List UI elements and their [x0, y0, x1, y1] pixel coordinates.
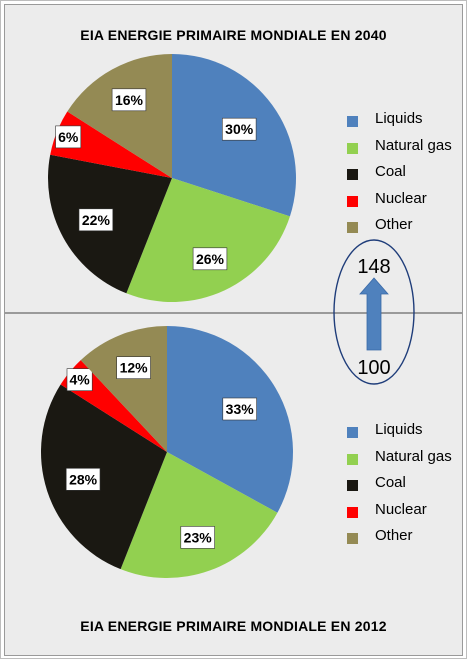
legend-label-nuclear: Nuclear	[375, 189, 427, 207]
legend-swatch-natural-gas	[347, 453, 358, 465]
pie-slice-natural-gas-2012	[120, 452, 278, 578]
data-label-liquids-2040: 30%	[225, 121, 254, 137]
pie-2012: 33% 23% 28% 4% 12%	[41, 326, 293, 578]
data-label-box-liquids-2012	[222, 397, 257, 421]
data-label-other-2012: 12%	[120, 360, 149, 376]
legend-swatch-other	[347, 533, 358, 544]
data-label-liquids-2012: 33%	[226, 401, 255, 417]
legend-swatch-liquids	[347, 427, 358, 438]
growth-to-value: 148	[357, 256, 390, 278]
data-label-box-natural-gas-2040	[192, 247, 228, 271]
legend-label-liquids: Liquids	[375, 110, 423, 127]
data-label-box-natural-gas-2012	[180, 526, 215, 549]
pie-slice-coal-2012	[41, 384, 168, 570]
data-label-nuclear-2012: 4%	[69, 372, 90, 388]
data-label-box-nuclear-2040	[55, 125, 82, 149]
legend-swatch-other	[347, 222, 358, 233]
legend-swatch-nuclear	[347, 195, 358, 207]
legend-swatch-natural-gas	[347, 142, 358, 154]
legend-label-coal: Coal	[375, 474, 406, 491]
growth-ellipse	[333, 239, 415, 385]
data-label-natural-gas-2040: 26%	[196, 251, 225, 267]
legend-swatch-liquids	[347, 116, 358, 127]
growth-from-value: 100	[357, 357, 390, 379]
chart-title-2012: EIA ENERGIE PRIMAIRE MONDIALE EN 2012	[80, 618, 387, 634]
chart-title-2040: EIA ENERGIE PRIMAIRE MONDIALE EN 2040	[80, 27, 387, 43]
data-label-natural-gas-2012: 23%	[184, 529, 213, 545]
data-label-other-2040: 16%	[115, 92, 144, 108]
data-label-box-nuclear-2012	[66, 368, 93, 392]
data-label-box-liquids-2040	[222, 117, 257, 141]
legend-label-other: Other	[375, 216, 413, 233]
legend-label-natural-gas: Natural gas	[375, 136, 452, 154]
legend-label-coal: Coal	[375, 163, 406, 180]
legend-label-natural-gas: Natural gas	[375, 447, 452, 465]
pie-2040: 30% 26% 22% 6% 16%	[48, 54, 296, 302]
legend-label-other: Other	[375, 527, 413, 544]
legend-swatch-coal	[347, 480, 358, 491]
data-label-nuclear-2040: 6%	[58, 129, 79, 145]
legend-swatch-nuclear	[347, 506, 358, 518]
data-label-box-other-2040	[111, 88, 147, 112]
data-label-box-coal-2012	[65, 467, 101, 491]
pie-slice-other-2040	[67, 54, 172, 178]
data-label-box-coal-2040	[78, 208, 114, 232]
growth-indicator: 148 100	[333, 239, 415, 385]
legend-label-liquids: Liquids	[375, 421, 423, 438]
data-label-coal-2012: 28%	[69, 471, 98, 487]
data-label-coal-2040: 22%	[82, 212, 111, 228]
pie-slice-natural-gas-2040	[126, 178, 290, 302]
legend-label-nuclear: Nuclear	[375, 500, 427, 518]
legend-swatch-coal	[347, 169, 358, 180]
growth-arrow	[359, 277, 389, 351]
data-label-box-other-2012	[116, 356, 151, 380]
